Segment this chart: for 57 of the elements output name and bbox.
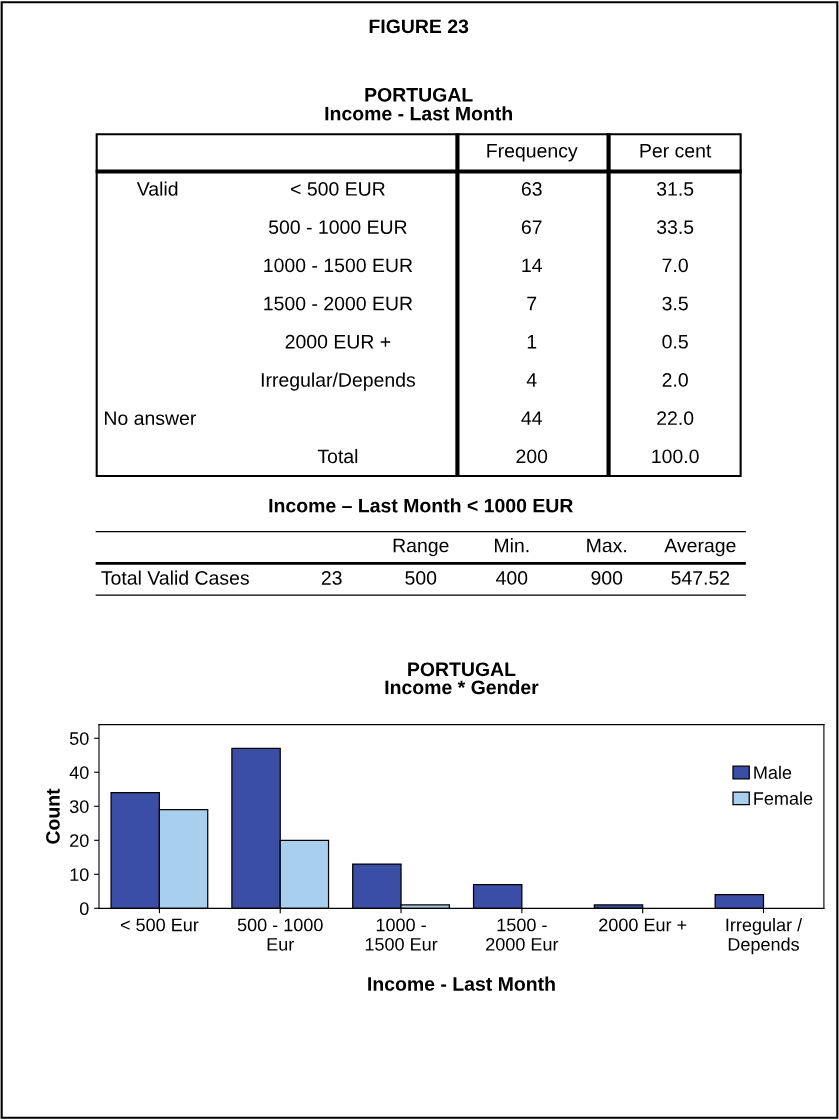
text: 1500 - 2000 EUR bbox=[264, 296, 413, 311]
text: 547.52 bbox=[671, 571, 730, 585]
text: Total bbox=[317, 448, 358, 464]
text: FIGURE 23 bbox=[369, 19, 469, 34]
category-label: Max. bbox=[587, 538, 627, 553]
text: 22.0 bbox=[657, 411, 694, 426]
text: Irregular/Depends bbox=[261, 372, 416, 391]
x-axis-title: Income - Last Month bbox=[368, 976, 555, 991]
category-label: Average bbox=[664, 538, 736, 557]
text: 200 bbox=[516, 449, 548, 464]
chart-title: PORTUGAL Income * Gender bbox=[385, 662, 539, 695]
text: 500 - 1000 EUR bbox=[268, 220, 407, 235]
text: Valid bbox=[136, 181, 178, 196]
y-tick-label: 40 bbox=[69, 766, 89, 779]
x-tick-label: Irregular / Depends bbox=[726, 918, 803, 955]
x-tick-label: 500 - 1000 Eur bbox=[237, 918, 323, 951]
text: 900 bbox=[591, 571, 623, 585]
text: 2.0 bbox=[662, 373, 688, 387]
text: PORTUGAL Income - Last Month bbox=[325, 87, 512, 121]
text: 23 bbox=[321, 571, 342, 585]
text: 1000 - 1500 EUR bbox=[264, 258, 413, 273]
text: 67 bbox=[521, 220, 542, 235]
text: 33.5 bbox=[656, 220, 694, 235]
text: 2000 EUR + bbox=[285, 334, 391, 349]
text: 100.0 bbox=[652, 449, 699, 464]
text: 0.5 bbox=[662, 334, 688, 349]
legend-label: Female bbox=[754, 791, 813, 805]
text: 1 bbox=[527, 335, 537, 349]
y-tick-label: 0 bbox=[79, 902, 89, 916]
text: 400 bbox=[496, 571, 528, 585]
x-tick-label: 2000 Eur + bbox=[599, 918, 687, 932]
text: 31.5 bbox=[656, 182, 694, 196]
text: 7 bbox=[527, 296, 537, 311]
text: 63 bbox=[521, 182, 542, 196]
text: 3.5 bbox=[662, 296, 688, 311]
text: < 500 EUR bbox=[291, 182, 385, 196]
category-label: Per cent bbox=[640, 144, 712, 158]
category-label: Frequency bbox=[487, 144, 578, 162]
y-tick-label: 30 bbox=[69, 800, 89, 813]
x-tick-label: 1500 - 2000 Eur bbox=[486, 918, 559, 951]
legend-label: Male bbox=[754, 765, 792, 780]
y-tick-label: 50 bbox=[69, 732, 89, 745]
y-axis-title: Count bbox=[46, 788, 60, 844]
text: 44 bbox=[521, 411, 542, 425]
text: 14 bbox=[522, 258, 542, 273]
x-tick-label: 1000 - 1500 Eur bbox=[365, 918, 438, 951]
text: Total Valid Cases bbox=[101, 570, 249, 585]
category-label: Min. bbox=[495, 538, 529, 553]
category-label: Range bbox=[393, 538, 449, 557]
x-tick-label: < 500 Eur bbox=[120, 918, 199, 932]
text: No answer bbox=[104, 411, 197, 426]
y-tick-label: 20 bbox=[70, 834, 89, 848]
text: Income – Last Month < 1000 EUR bbox=[269, 498, 573, 513]
text: 7.0 bbox=[662, 258, 688, 273]
text: 500 bbox=[405, 571, 437, 585]
y-tick-label: 10 bbox=[70, 868, 89, 882]
text: 4 bbox=[526, 373, 537, 387]
